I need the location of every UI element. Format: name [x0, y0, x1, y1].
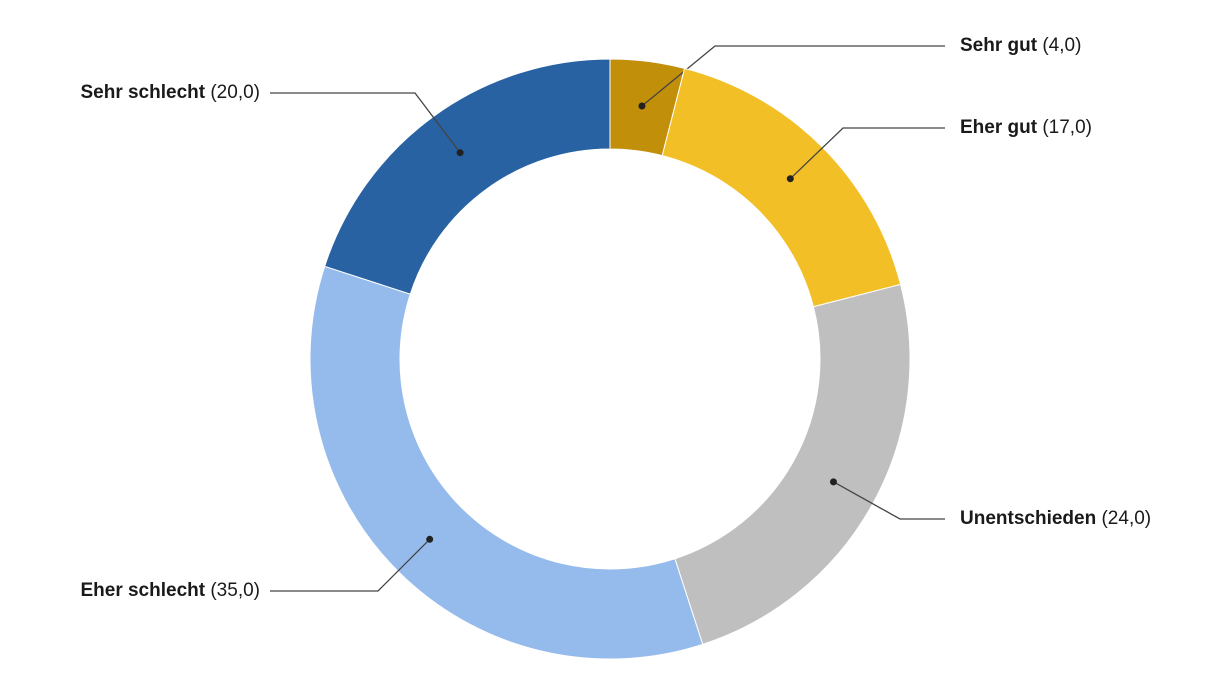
- slice-label: Eher schlecht (35,0): [80, 580, 260, 601]
- category-name: Sehr gut: [960, 35, 1038, 56]
- slice: [324, 58, 611, 295]
- category-name: Unentschieden: [960, 508, 1096, 529]
- value-label: (20,0): [210, 82, 260, 103]
- slice-label: Sehr schlecht (20,0): [80, 82, 260, 103]
- leader-dot: [786, 175, 794, 183]
- leader-dot: [456, 149, 464, 157]
- leader-line: [789, 127, 945, 180]
- value-label: (35,0): [210, 580, 260, 601]
- slice-label: Sehr gut (4,0): [960, 35, 1081, 56]
- leader-line: [270, 92, 461, 154]
- value-label: (17,0): [1042, 117, 1092, 138]
- leader-line: [833, 481, 945, 520]
- leader-line: [270, 538, 431, 592]
- leader-dot: [638, 102, 646, 110]
- slice-label: Unentschieden (24,0): [960, 508, 1151, 529]
- slice: [661, 67, 902, 308]
- slice-label: Eher gut (17,0): [960, 117, 1092, 138]
- category-name: Eher schlecht: [80, 580, 205, 601]
- value-label: (24,0): [1101, 508, 1151, 529]
- category-name: Sehr schlecht: [80, 82, 205, 103]
- slice: [674, 283, 911, 645]
- leader-dot: [426, 535, 434, 543]
- leader-line: [641, 45, 945, 107]
- category-name: Eher gut: [960, 117, 1038, 138]
- value-label: (4,0): [1042, 35, 1081, 56]
- leader-dot: [829, 478, 837, 486]
- slice: [309, 265, 704, 660]
